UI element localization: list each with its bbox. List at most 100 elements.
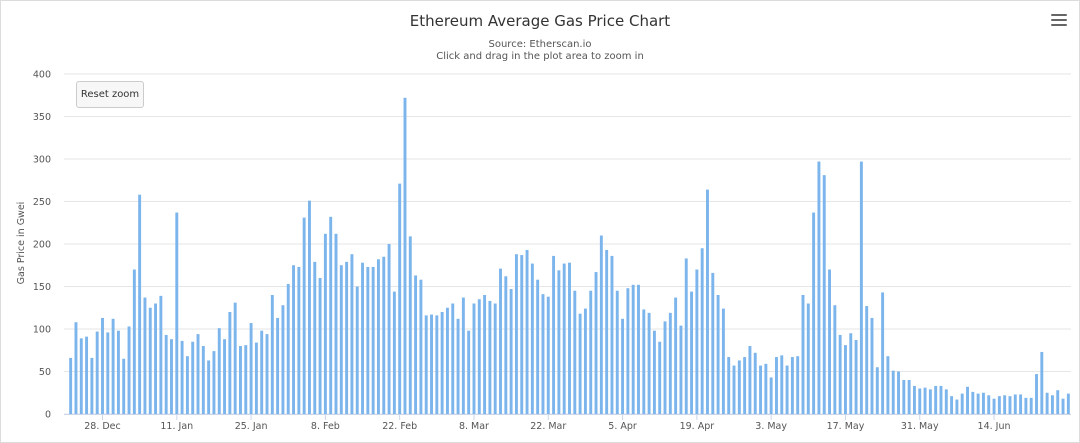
bar[interactable]: [525, 249, 529, 414]
bar[interactable]: [483, 295, 487, 414]
bar[interactable]: [207, 360, 211, 414]
bar[interactable]: [833, 305, 837, 414]
bar[interactable]: [716, 295, 720, 414]
bar[interactable]: [313, 261, 317, 414]
bar[interactable]: [196, 334, 200, 414]
bar[interactable]: [690, 291, 694, 414]
bar[interactable]: [583, 308, 587, 414]
bar[interactable]: [955, 399, 959, 414]
bar[interactable]: [270, 295, 274, 414]
bar[interactable]: [223, 339, 227, 414]
bar[interactable]: [254, 342, 258, 414]
bar[interactable]: [1045, 392, 1049, 414]
bar[interactable]: [944, 389, 948, 414]
bar[interactable]: [658, 341, 662, 414]
bar[interactable]: [1019, 394, 1023, 414]
bar[interactable]: [260, 330, 264, 414]
bar[interactable]: [212, 351, 216, 414]
bar[interactable]: [844, 345, 847, 414]
bar[interactable]: [605, 249, 609, 414]
bar[interactable]: [753, 352, 757, 414]
bar[interactable]: [85, 336, 89, 414]
bar[interactable]: [281, 305, 285, 414]
bar[interactable]: [759, 365, 763, 414]
bar[interactable]: [822, 175, 826, 414]
bar[interactable]: [408, 236, 412, 414]
bar[interactable]: [74, 322, 78, 414]
bar[interactable]: [472, 303, 476, 415]
bar[interactable]: [907, 380, 911, 414]
bar[interactable]: [573, 290, 577, 414]
bar[interactable]: [138, 194, 142, 414]
bar[interactable]: [164, 334, 168, 414]
bar[interactable]: [1008, 396, 1012, 414]
bar[interactable]: [101, 317, 104, 414]
bar[interactable]: [414, 275, 418, 414]
bar[interactable]: [371, 266, 375, 414]
bar[interactable]: [981, 392, 985, 414]
bar[interactable]: [122, 358, 126, 414]
bar[interactable]: [376, 259, 380, 414]
bar[interactable]: [430, 314, 433, 414]
bar[interactable]: [355, 286, 359, 415]
bar[interactable]: [631, 284, 635, 414]
bar[interactable]: [419, 279, 423, 414]
bar[interactable]: [992, 398, 996, 414]
bar[interactable]: [1061, 398, 1065, 414]
bar[interactable]: [1013, 394, 1017, 414]
bar[interactable]: [499, 268, 502, 414]
bar[interactable]: [1029, 397, 1033, 414]
bar[interactable]: [806, 303, 810, 415]
bar[interactable]: [318, 278, 322, 414]
bar[interactable]: [345, 261, 349, 414]
bar[interactable]: [801, 295, 805, 414]
bar[interactable]: [1035, 374, 1038, 414]
bar[interactable]: [578, 313, 582, 414]
bar[interactable]: [854, 340, 858, 414]
bar-series[interactable]: [69, 97, 1070, 415]
bar[interactable]: [849, 333, 853, 414]
bar[interactable]: [1066, 393, 1070, 414]
bar[interactable]: [201, 346, 205, 414]
bar[interactable]: [642, 309, 646, 414]
bar[interactable]: [451, 303, 455, 415]
bar[interactable]: [132, 269, 136, 415]
bar[interactable]: [950, 396, 954, 414]
bar[interactable]: [127, 326, 131, 414]
bar[interactable]: [456, 318, 460, 414]
bar[interactable]: [652, 330, 656, 414]
bar[interactable]: [302, 217, 306, 414]
bar[interactable]: [297, 266, 301, 414]
bar[interactable]: [748, 346, 752, 414]
bar[interactable]: [286, 283, 290, 414]
bar[interactable]: [323, 233, 327, 414]
reset-zoom-button[interactable]: Reset zoom: [76, 81, 144, 108]
bar[interactable]: [292, 265, 295, 414]
bar[interactable]: [244, 345, 248, 414]
bar[interactable]: [886, 356, 890, 414]
bar[interactable]: [180, 340, 184, 414]
bar[interactable]: [960, 393, 964, 414]
bar[interactable]: [79, 338, 83, 414]
bar[interactable]: [764, 363, 768, 414]
bar[interactable]: [493, 303, 497, 415]
bar[interactable]: [838, 334, 842, 414]
bar[interactable]: [445, 307, 449, 414]
bar[interactable]: [966, 386, 969, 414]
bar[interactable]: [897, 371, 900, 415]
bar[interactable]: [721, 308, 725, 414]
bar[interactable]: [679, 325, 683, 414]
bar[interactable]: [265, 334, 269, 414]
bar[interactable]: [997, 396, 1001, 414]
bar[interactable]: [350, 254, 354, 414]
bar[interactable]: [1056, 390, 1060, 414]
bar[interactable]: [329, 216, 333, 414]
bar[interactable]: [987, 395, 991, 414]
bar[interactable]: [170, 339, 173, 414]
bar[interactable]: [939, 385, 943, 414]
bar[interactable]: [870, 317, 874, 414]
bar[interactable]: [615, 290, 619, 414]
bar[interactable]: [233, 302, 237, 414]
bar[interactable]: [711, 272, 715, 414]
